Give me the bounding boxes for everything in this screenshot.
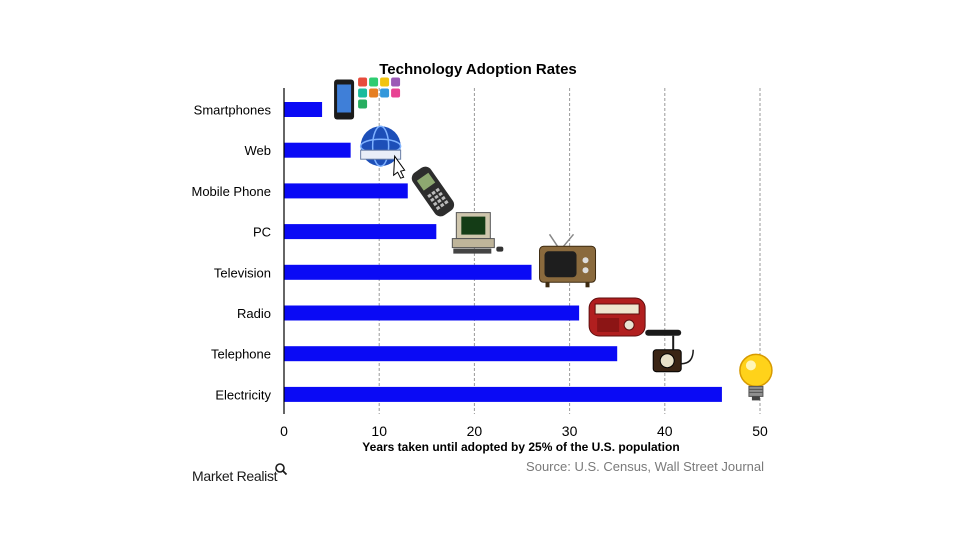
bar-electricity: [284, 386, 722, 402]
category-label: Mobile Phone: [192, 184, 272, 199]
telephone-icon: [645, 329, 694, 373]
x-tick-label: 10: [371, 423, 387, 439]
category-label: Smartphones: [194, 103, 272, 118]
x-tick-label: 30: [562, 423, 578, 439]
pc-icon: [451, 212, 504, 254]
bar-radio: [284, 305, 580, 321]
bars: [284, 102, 722, 402]
category-label: PC: [253, 225, 271, 240]
mobile-phone-icon: [411, 166, 455, 217]
lightbulb-icon: [739, 353, 773, 401]
television-icon: [539, 233, 597, 288]
bar-mobile-phone: [284, 183, 408, 199]
x-tick-label: 0: [280, 423, 288, 439]
category-label: Electricity: [215, 387, 271, 402]
icons: [334, 77, 773, 401]
category-label: Television: [214, 265, 271, 280]
x-tick-label: 20: [467, 423, 483, 439]
web-globe-icon: [359, 125, 406, 179]
smartphone-icon: [334, 77, 401, 120]
bar-television: [284, 264, 532, 280]
x-tick-label: 50: [752, 423, 768, 439]
bar-pc: [284, 224, 437, 240]
x-tick-label: 40: [657, 423, 673, 439]
source-note: Source: U.S. Census, Wall Street Journal: [526, 459, 764, 474]
chart-title: Technology Adoption Rates: [379, 61, 577, 78]
category-labels: Smartphones Web Mobile Phone PC Television Ra…: [192, 103, 272, 403]
x-axis-label: Years taken until adopted by 25% of the …: [362, 440, 679, 454]
category-label: Radio: [237, 306, 271, 321]
bar-telephone: [284, 346, 618, 362]
bar-smartphones: [284, 102, 323, 117]
x-tick-labels: 0 10 20 30 40 50: [280, 423, 768, 439]
magnifier-logo-icon: [275, 463, 288, 476]
bar-web: [284, 142, 351, 158]
brand-logo-text: Market Realist: [192, 468, 278, 484]
category-label: Telephone: [211, 347, 271, 362]
category-label: Web: [245, 143, 272, 158]
radio-icon: [588, 297, 646, 337]
